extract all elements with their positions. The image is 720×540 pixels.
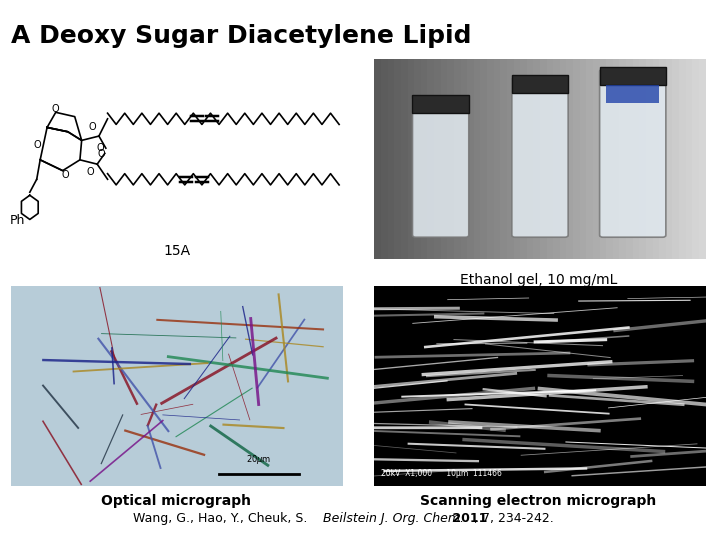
Bar <box>546 59 553 259</box>
Bar <box>600 68 666 85</box>
Bar <box>513 59 520 259</box>
Bar <box>520 59 527 259</box>
Bar <box>441 59 447 259</box>
Text: O: O <box>52 104 60 114</box>
Bar <box>573 59 580 259</box>
Bar <box>480 59 487 259</box>
Bar <box>527 59 534 259</box>
Bar <box>500 59 507 259</box>
Bar <box>420 59 428 259</box>
Text: Ph: Ph <box>10 214 25 227</box>
Bar <box>567 59 573 259</box>
Text: 20$\mu$m: 20$\mu$m <box>246 453 272 466</box>
Bar <box>381 59 387 259</box>
Bar <box>580 59 586 259</box>
Bar <box>679 59 685 259</box>
Bar <box>693 59 699 259</box>
Text: 2011: 2011 <box>448 512 487 525</box>
Text: O: O <box>97 149 105 159</box>
Bar <box>413 96 469 113</box>
Bar <box>494 59 500 259</box>
Bar <box>540 59 546 259</box>
Bar <box>666 59 672 259</box>
Bar <box>646 59 652 259</box>
Bar <box>586 59 593 259</box>
Text: A Deoxy Sugar Diacetylene Lipid: A Deoxy Sugar Diacetylene Lipid <box>11 24 472 48</box>
Bar <box>633 59 639 259</box>
Text: 20kV  X1,000      10μm  111466: 20kV X1,000 10μm 111466 <box>381 469 502 478</box>
Bar <box>613 59 619 259</box>
Bar <box>507 59 513 259</box>
Bar <box>474 59 480 259</box>
Bar <box>447 59 454 259</box>
Bar <box>660 59 666 259</box>
Bar <box>639 59 646 259</box>
Bar <box>374 59 381 259</box>
Text: O: O <box>89 122 96 132</box>
Bar <box>606 85 660 103</box>
Bar <box>487 59 494 259</box>
Bar <box>401 59 408 259</box>
Text: Ethanol gel, 10 mg/mL: Ethanol gel, 10 mg/mL <box>460 273 617 287</box>
Bar <box>467 59 474 259</box>
Bar <box>600 59 606 259</box>
Bar <box>454 59 461 259</box>
Bar <box>672 59 679 259</box>
Text: Wang, G., Hao, Y., Cheuk, S.: Wang, G., Hao, Y., Cheuk, S. <box>133 512 312 525</box>
Bar <box>461 59 467 259</box>
Text: Beilstein J. Org. Chem.: Beilstein J. Org. Chem. <box>323 512 464 525</box>
Text: O: O <box>86 166 94 177</box>
Text: Optical micrograph: Optical micrograph <box>102 494 251 508</box>
Bar <box>395 59 401 259</box>
Bar <box>414 59 420 259</box>
Bar <box>652 59 660 259</box>
FancyBboxPatch shape <box>413 97 469 237</box>
Text: O: O <box>62 170 69 180</box>
Text: , 7, 234-242.: , 7, 234-242. <box>474 512 554 525</box>
Bar <box>387 59 395 259</box>
FancyBboxPatch shape <box>512 77 568 237</box>
Text: Scanning electron micrograph: Scanning electron micrograph <box>420 494 657 508</box>
Bar <box>626 59 633 259</box>
Bar <box>408 59 414 259</box>
Bar <box>685 59 693 259</box>
Bar <box>606 59 613 259</box>
Text: 15A: 15A <box>163 244 190 258</box>
Bar <box>553 59 560 259</box>
FancyBboxPatch shape <box>600 69 666 237</box>
Bar <box>428 59 434 259</box>
Bar <box>434 59 441 259</box>
Text: O: O <box>97 143 104 153</box>
Bar <box>593 59 600 259</box>
Bar <box>534 59 540 259</box>
Bar <box>512 76 568 93</box>
Text: O: O <box>34 140 42 150</box>
Bar <box>619 59 626 259</box>
Bar <box>560 59 567 259</box>
Bar <box>699 59 706 259</box>
